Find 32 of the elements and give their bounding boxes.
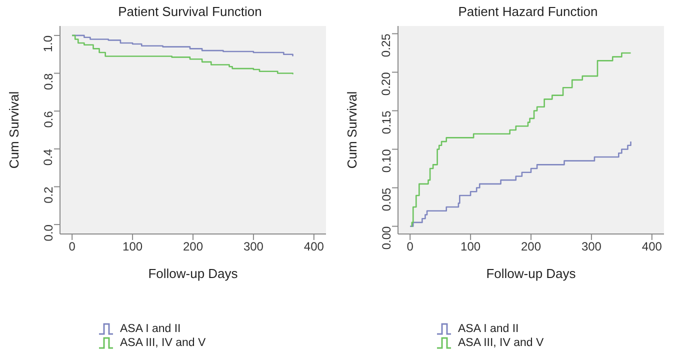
x-axis-title: Follow-up Days <box>486 266 576 281</box>
x-tick-label: 100 <box>122 240 143 254</box>
y-tick-label: 0.8 <box>41 72 56 90</box>
x-tick-label: 200 <box>182 240 204 254</box>
legend-label: ASA I and II <box>120 322 181 336</box>
y-tick-label: 0.4 <box>41 148 56 166</box>
legend-label: ASA III, IV and V <box>458 336 544 350</box>
chart-title: Patient Hazard Function <box>457 4 599 19</box>
x-tick-label: 400 <box>304 240 324 254</box>
y-tick-label: 1.0 <box>41 35 56 52</box>
y-tick-label: 0.05 <box>379 187 394 212</box>
legend-label: ASA I and II <box>458 322 519 336</box>
y-tick-label: 0.15 <box>379 110 394 134</box>
y-axis-title: Cum Survival <box>6 91 22 169</box>
y-axis-title: Cum Survival <box>344 91 360 169</box>
x-tick-label: 300 <box>581 240 602 254</box>
x-tick-label: 0 <box>68 240 76 254</box>
x-axis-title: Follow-up Days <box>148 266 238 281</box>
y-tick-label: 0.20 <box>379 72 394 96</box>
chart-title: Patient Survival Function <box>117 4 263 19</box>
y-tick-label: 0.25 <box>379 33 394 58</box>
x-tick-label: 0 <box>406 240 414 254</box>
x-tick-label: 300 <box>243 240 264 254</box>
y-tick-label: 0.10 <box>379 148 394 173</box>
y-tick-label: 0.6 <box>41 110 56 128</box>
y-tick-label: 0.2 <box>41 186 56 204</box>
legend-label: ASA III, IV and V <box>120 336 206 350</box>
y-tick-label: 0.0 <box>41 224 56 242</box>
x-tick-label: 200 <box>520 240 542 254</box>
y-tick-label: 0.00 <box>379 226 394 250</box>
x-tick-label: 100 <box>460 240 481 254</box>
x-tick-label: 400 <box>642 240 662 254</box>
